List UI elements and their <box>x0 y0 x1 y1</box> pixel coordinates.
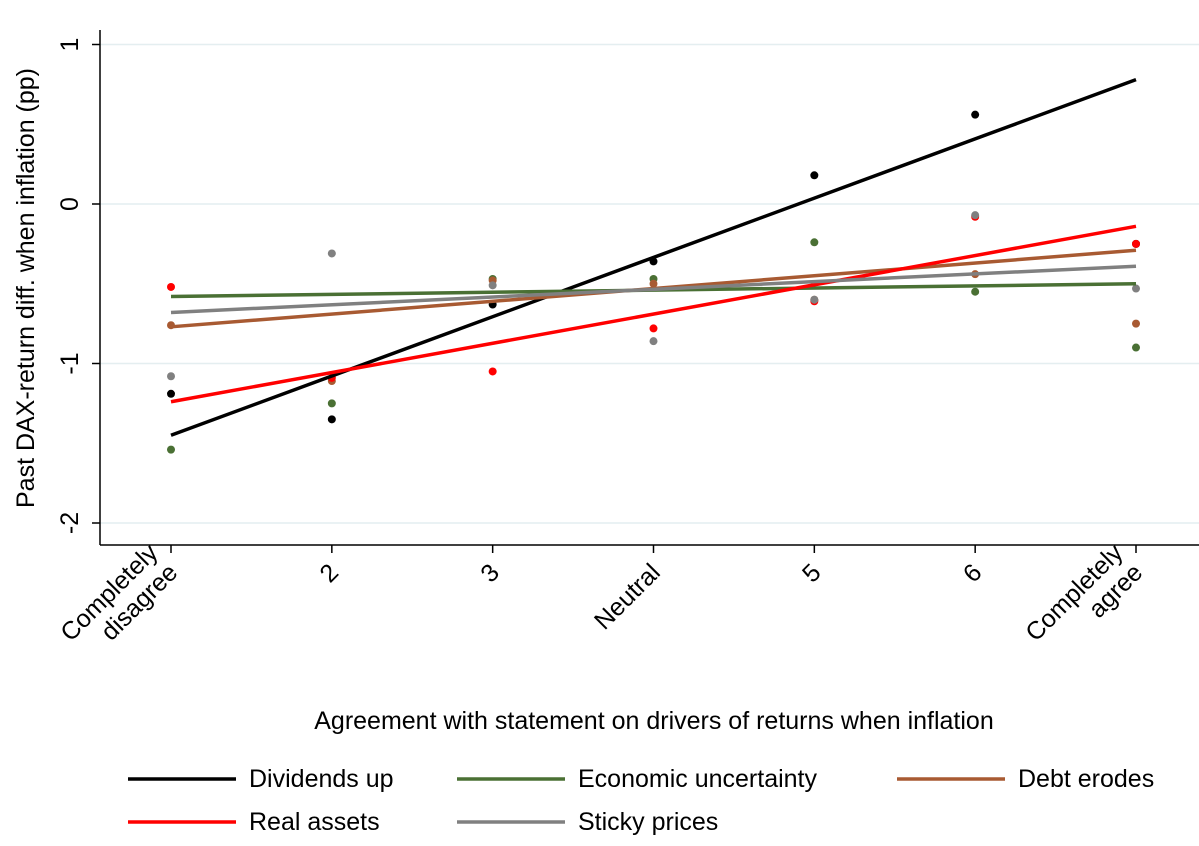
x-tick-label: Completelydisagree <box>55 538 183 666</box>
data-point <box>810 295 819 304</box>
x-axis-label: Agreement with statement on drivers of r… <box>314 707 994 735</box>
data-point <box>1132 284 1140 293</box>
data-point <box>488 281 497 290</box>
data-point <box>1132 343 1140 352</box>
x-tick-label-line: 5 <box>797 558 827 588</box>
fit-line <box>170 77 1137 437</box>
data-point <box>167 445 175 454</box>
grid-lines <box>100 43 1199 524</box>
legend-label: Real assets <box>249 808 380 836</box>
data-point <box>167 282 175 291</box>
data-point <box>971 110 980 119</box>
y-tick-label: -2 <box>56 512 84 534</box>
data-point <box>327 399 336 408</box>
data-point <box>167 389 175 398</box>
y-tick-label: 1 <box>56 38 84 52</box>
data-point <box>1132 239 1140 248</box>
data-point <box>971 211 980 220</box>
x-tick-label: 6 <box>958 558 988 588</box>
data-point <box>649 337 658 346</box>
fit-lines <box>170 77 1137 437</box>
data-point <box>167 372 175 381</box>
x-tick-label: Completelyagree <box>1020 538 1148 666</box>
data-point <box>649 324 658 333</box>
x-tick-label: 3 <box>475 558 505 588</box>
y-ticks: -2 -1 0 1 <box>56 38 100 534</box>
y-tick-label: -1 <box>56 352 84 374</box>
fit-line <box>170 264 1137 315</box>
x-tick-label: 5 <box>797 558 827 588</box>
x-tick-label-line: 2 <box>314 558 344 588</box>
x-tick-label-line: Neutral <box>589 558 666 635</box>
data-point <box>971 287 980 296</box>
legend-label: Economic uncertainty <box>578 765 818 793</box>
data-point <box>810 238 819 247</box>
scatter-points <box>167 110 1140 454</box>
y-tick-label: 0 <box>56 197 84 211</box>
fit-line <box>170 224 1137 404</box>
legend-label: Sticky prices <box>578 808 718 836</box>
data-point <box>327 249 336 258</box>
x-ticks: Completelydisagree 2 3 Neutral 5 6 Completelya… <box>55 538 1148 666</box>
data-point <box>810 171 819 180</box>
data-point <box>327 415 336 424</box>
legend: Dividends up Economic uncertainty Debt ero… <box>128 765 1154 836</box>
x-tick-label-line: 6 <box>958 558 988 588</box>
data-point <box>488 367 497 376</box>
x-tick-label: Neutral <box>589 558 666 635</box>
legend-label: Debt erodes <box>1018 765 1154 793</box>
data-point <box>649 279 658 288</box>
y-axis-label: Past DAX-return diff. when inflation (pp… <box>12 68 40 508</box>
x-tick-label-line: 3 <box>475 558 505 588</box>
legend-label: Dividends up <box>249 765 394 793</box>
axes <box>99 30 1199 546</box>
x-tick-label: 2 <box>314 558 344 588</box>
data-point <box>1132 319 1140 328</box>
